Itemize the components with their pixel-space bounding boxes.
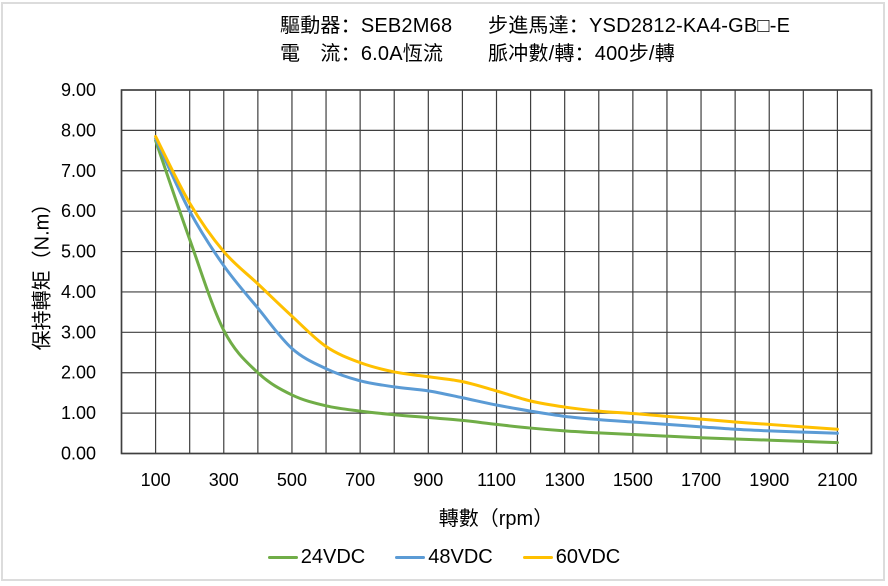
x-tick-label: 2100	[817, 470, 857, 490]
x-tick-label: 700	[345, 470, 375, 490]
legend-swatch-48VDC	[395, 555, 426, 560]
pulses-field: 脈冲數/轉：400步/轉	[488, 40, 790, 68]
y-tick-label: 4.00	[61, 282, 96, 302]
series-line-60VDC	[154, 134, 839, 431]
y-tick-label: 8.00	[61, 120, 96, 140]
x-tick-label: 1100	[477, 470, 516, 490]
current-value: 6.0A恆流	[360, 43, 444, 65]
motor-field: 步進馬達：YSD2812-KA4-GB□-E	[488, 12, 790, 40]
x-tick-label: 100	[141, 470, 171, 490]
y-tick-label: 1.00	[61, 403, 96, 423]
x-tick-label: 500	[277, 470, 307, 490]
x-tick-label: 1500	[613, 470, 653, 490]
header-right-column: 步進馬達：YSD2812-KA4-GB□-E 脈冲數/轉：400步/轉	[488, 12, 790, 68]
y-tick-label: 0.00	[61, 444, 96, 464]
y-tick-label: 9.00	[61, 80, 96, 100]
x-tick-label: 1300	[545, 470, 585, 490]
x-tick-label: 900	[413, 470, 443, 490]
legend-swatch-60VDC	[522, 555, 553, 560]
x-axis-title: 轉數（rpm）	[438, 508, 554, 530]
legend-label-60VDC: 60VDC	[555, 546, 621, 568]
x-tick-label: 1700	[681, 470, 721, 490]
header-left-column: 驅動器：SEB2M68 電 流：6.0A恆流	[280, 12, 452, 68]
y-tick-label: 3.00	[61, 322, 96, 342]
plot-border	[120, 89, 873, 455]
driver-field: 驅動器：SEB2M68	[280, 12, 452, 40]
motor-label: 步進馬達：	[488, 15, 589, 37]
series-line-48VDC	[154, 136, 839, 435]
pulses-label: 脈冲數/轉：	[488, 43, 595, 65]
current-label: 電 流：	[280, 43, 361, 65]
motor-value: YSD2812-KA4-GB□-E	[589, 15, 791, 37]
pulses-value: 400步/轉	[594, 43, 675, 65]
series-line-24VDC	[154, 138, 839, 445]
driver-value: SEB2M68	[360, 15, 453, 37]
legend-item-60VDC: 60VDC	[522, 546, 621, 569]
y-tick-label: 6.00	[61, 201, 96, 221]
y-tick-label: 5.00	[61, 242, 96, 262]
x-tick-label: 1900	[749, 470, 789, 490]
legend-label-24VDC: 24VDC	[300, 546, 366, 568]
chart-legend: 24VDC 48VDC 60VDC	[0, 546, 888, 569]
legend-item-24VDC: 24VDC	[267, 546, 366, 569]
x-tick-label: 300	[209, 470, 239, 490]
legend-swatch-24VDC	[267, 555, 298, 560]
legend-label-48VDC: 48VDC	[428, 546, 493, 568]
y-tick-label: 7.00	[61, 161, 96, 181]
y-tick-label: 2.00	[61, 363, 96, 383]
current-field: 電 流：6.0A恆流	[280, 40, 452, 68]
driver-label: 驅動器：	[280, 15, 361, 37]
legend-item-48VDC: 48VDC	[395, 546, 493, 569]
